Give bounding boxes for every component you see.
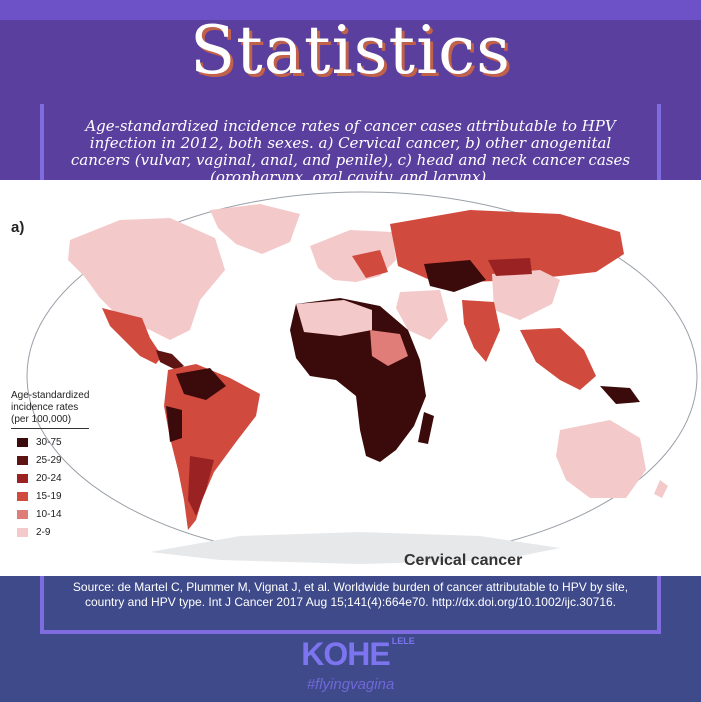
region-peru-bolivia [166, 406, 182, 442]
region-central-america [156, 350, 184, 370]
legend-title-line: (per 100,000) [11, 414, 72, 425]
region-argentina [188, 456, 214, 516]
region-mexico [102, 308, 162, 364]
region-new-zealand [654, 480, 668, 498]
legend-swatch [17, 492, 28, 501]
region-southeast-asia [520, 328, 596, 390]
region-central-asia [424, 260, 486, 292]
region-india [462, 300, 500, 362]
legend-label: 2-9 [36, 527, 51, 538]
legend-swatch [17, 438, 28, 447]
region-greenland [210, 204, 300, 254]
map-figure: a) Age-standardized incidence rates (per… [0, 180, 701, 576]
logo-main-text: KOHE [301, 636, 390, 672]
region-papua-new-guinea [600, 386, 640, 404]
region-australia [556, 420, 646, 498]
legend-swatch [17, 456, 28, 465]
source-citation: Source: de Martel C, Plummer M, Vignat J… [72, 580, 629, 609]
region-horn-of-africa [370, 330, 408, 366]
legend-item: 30-75 [17, 436, 62, 449]
region-middle-east [396, 290, 448, 340]
legend-swatch [17, 528, 28, 537]
region-madagascar [418, 412, 434, 444]
region-china [492, 270, 560, 320]
legend-label: 10-14 [36, 509, 62, 520]
region-north-africa [296, 300, 372, 336]
legend-item: 10-14 [17, 508, 62, 521]
legend-item: 15-19 [17, 490, 62, 503]
source-frame [40, 576, 661, 634]
legend-item: 20-24 [17, 472, 62, 485]
legend-title: Age-standardized incidence rates (per 10… [11, 390, 89, 426]
legend-swatch [17, 474, 28, 483]
world-map [26, 191, 698, 564]
legend-label: 15-19 [36, 491, 62, 502]
page-subtitle: Age-standardized incidence rates of canc… [70, 117, 631, 186]
legend-label: 20-24 [36, 473, 62, 484]
subtitle-frame [40, 104, 661, 184]
brand-logo: KOHE LELE [0, 636, 701, 673]
region-eastern-europe [352, 250, 388, 278]
panel-label: a) [11, 219, 25, 236]
footer-section [0, 576, 701, 702]
legend-title-line: incidence rates [11, 402, 79, 413]
legend-item: 25-29 [17, 454, 62, 467]
legend-label: 30-75 [36, 437, 62, 448]
legend-swatch [17, 510, 28, 519]
legend-label: 25-29 [36, 455, 62, 466]
region-mongolia [488, 258, 532, 276]
legend-title-line: Age-standardized [11, 390, 90, 401]
region-north-america [68, 218, 225, 340]
legend-divider [11, 428, 89, 429]
region-antarctica [150, 532, 560, 564]
logo-stacked-text: LELE [391, 636, 415, 646]
header-accent-band [0, 0, 701, 20]
map-caption: Cervical cancer [404, 552, 523, 569]
legend-item: 2-9 [17, 526, 50, 539]
region-north-south-america [176, 368, 226, 400]
header-section [0, 0, 701, 180]
page-title: Statistics [189, 12, 512, 89]
region-south-america [164, 364, 260, 530]
hashtag: #flyingvagina [306, 676, 395, 693]
